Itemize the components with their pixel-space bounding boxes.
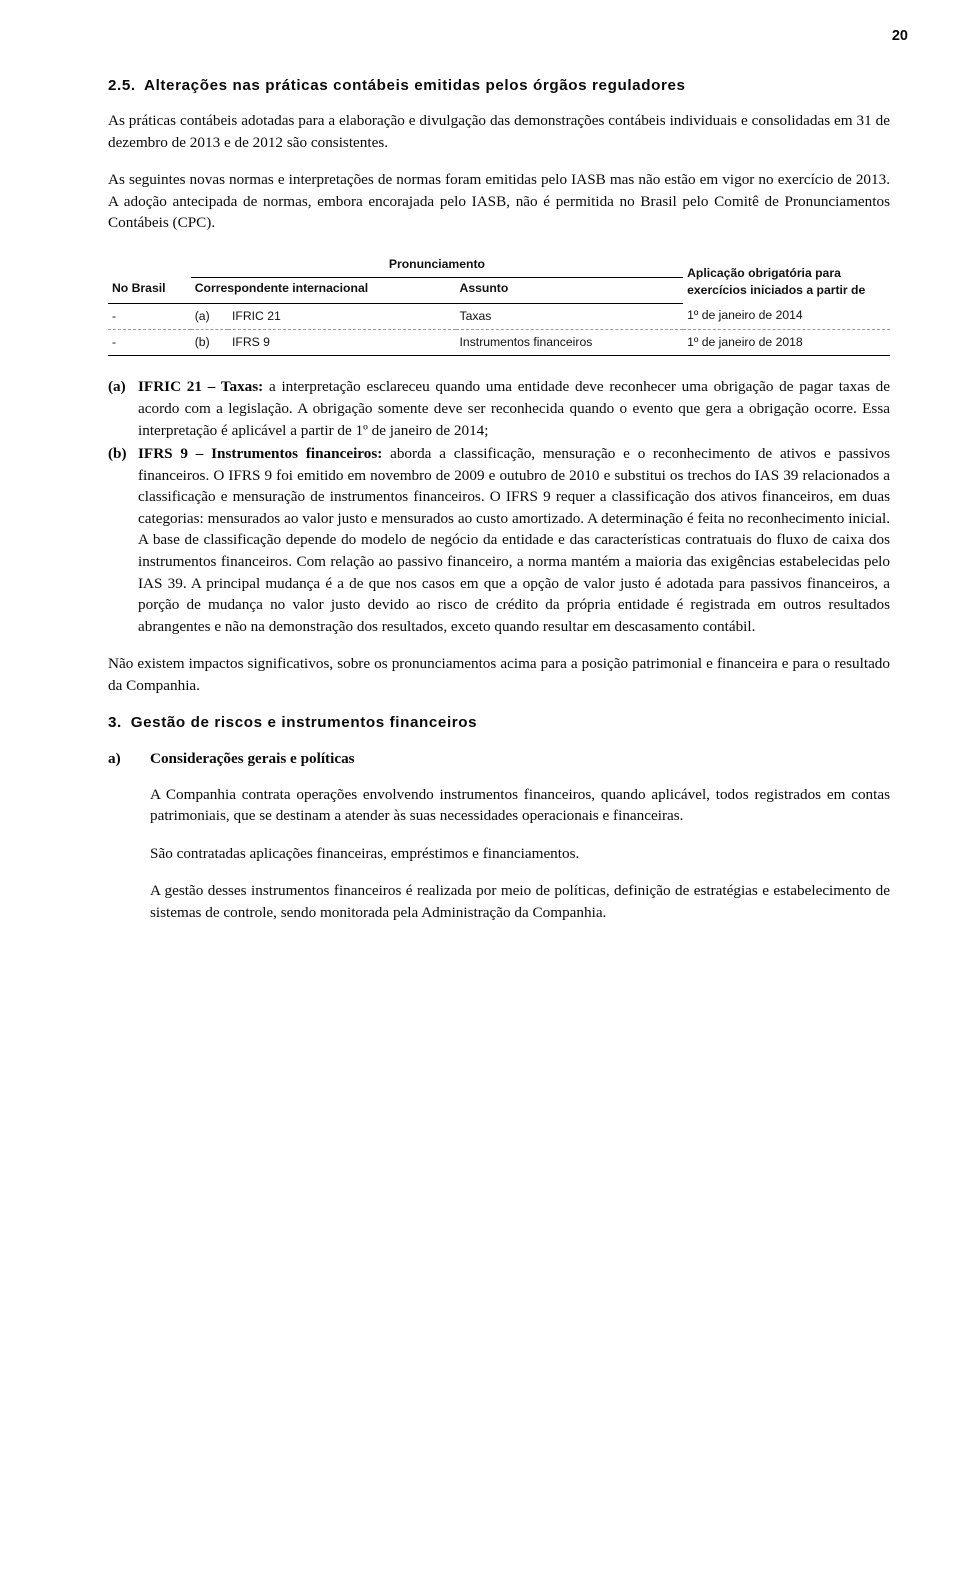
list-item-b: (b) IFRS 9 – Instrumentos financeiros: a… — [108, 443, 890, 637]
notes-list: (a) IFRIC 21 – Taxas: a interpretação es… — [108, 376, 890, 637]
item-text: aborda a classificação, mensuração e o r… — [138, 445, 890, 635]
th-assunto: Assunto — [456, 278, 684, 303]
pronunciamentos-table: Pronunciamento Aplicação obrigatória par… — [108, 254, 890, 356]
th-correspondente: Correspondente internacional — [191, 278, 456, 303]
section-2-5-title: 2.5. Alterações nas práticas contábeis e… — [108, 75, 890, 97]
para-3a-1: A Companhia contrata operações envolvend… — [150, 784, 890, 827]
item-body: IFRS 9 – Instrumentos financeiros: abord… — [138, 443, 890, 637]
item-tag: (b) — [108, 443, 138, 637]
section-3-sub-a: a) Considerações gerais e políticas A Co… — [108, 748, 890, 923]
item-lead: IFRIC 21 – Taxas: — [138, 378, 263, 395]
cell: Taxas — [456, 303, 684, 329]
para-after-list: Não existem impactos significativos, sob… — [108, 653, 890, 696]
list-item-a: (a) IFRIC 21 – Taxas: a interpretação es… — [108, 376, 890, 441]
section-3-title: 3. Gestão de riscos e instrumentos finan… — [108, 712, 890, 734]
cell: - — [108, 330, 191, 356]
sub-label: a) — [108, 748, 150, 770]
item-lead: IFRS 9 – Instrumentos financeiros: — [138, 445, 382, 462]
item-tag: (a) — [108, 376, 138, 441]
table-row: - (a) IFRIC 21 Taxas 1º de janeiro de 20… — [108, 303, 890, 329]
th-aplicacao: Aplicação obrigatória para exercícios in… — [683, 254, 890, 303]
para-3a-2: São contratadas aplicações financeiras, … — [150, 843, 890, 865]
page-number: 20 — [108, 26, 908, 47]
cell: - — [108, 303, 191, 329]
th-nobrasil: No Brasil — [108, 278, 191, 303]
cell: Instrumentos financeiros — [456, 330, 684, 356]
cell: (b) — [191, 330, 228, 356]
section-num: 2.5. — [108, 77, 136, 94]
para-2-5-2: As seguintes novas normas e interpretaçõ… — [108, 169, 890, 234]
cell: 1º de janeiro de 2014 — [683, 303, 890, 329]
sub-heading: Considerações gerais e políticas — [150, 748, 890, 770]
section-num: 3. — [108, 714, 122, 731]
cell: (a) — [191, 303, 228, 329]
section-heading: Alterações nas práticas contábeis emitid… — [144, 77, 686, 94]
section-heading: Gestão de riscos e instrumentos financei… — [131, 714, 478, 731]
cell: 1º de janeiro de 2018 — [683, 330, 890, 356]
cell: IFRIC 21 — [228, 303, 456, 329]
para-2-5-1: As práticas contábeis adotadas para a el… — [108, 110, 890, 153]
table-row: - (b) IFRS 9 Instrumentos financeiros 1º… — [108, 330, 890, 356]
th-pronunciamento: Pronunciamento — [191, 254, 683, 278]
cell: IFRS 9 — [228, 330, 456, 356]
para-3a-3: A gestão desses instrumentos financeiros… — [150, 880, 890, 923]
item-body: IFRIC 21 – Taxas: a interpretação esclar… — [138, 376, 890, 441]
